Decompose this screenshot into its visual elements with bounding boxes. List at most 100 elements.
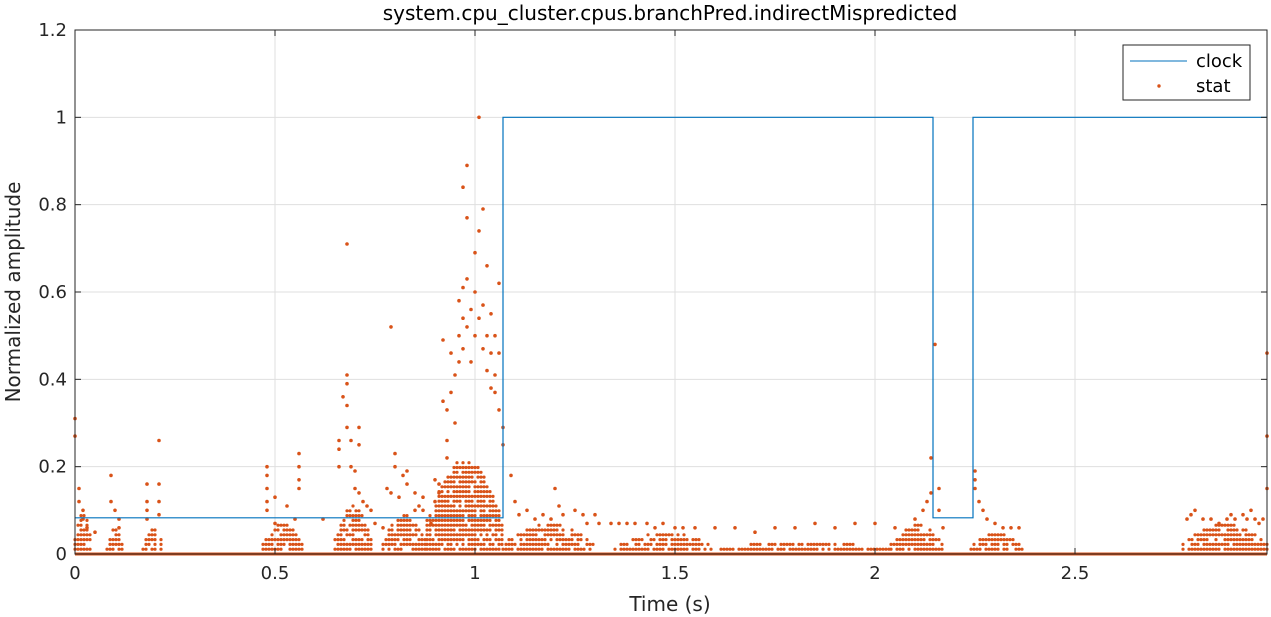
- stat-point: [555, 533, 559, 537]
- stat-point: [264, 538, 268, 542]
- stat-point: [1211, 542, 1215, 547]
- stat-point: [916, 523, 920, 527]
- stat-point: [1193, 542, 1197, 547]
- stat-point: [345, 509, 349, 513]
- stat-point: [342, 542, 346, 547]
- stat-point: [431, 518, 435, 523]
- stat-point: [414, 523, 418, 527]
- stat-point: [540, 547, 544, 551]
- stat-point: [445, 408, 449, 412]
- stat-point: [477, 316, 481, 321]
- stat-point: [437, 499, 441, 503]
- stat-point: [285, 538, 289, 542]
- stat-point: [150, 528, 154, 532]
- stat-point: [1232, 523, 1236, 527]
- stat-point: [76, 523, 80, 527]
- stat-point: [117, 526, 121, 530]
- stat-point: [1187, 538, 1191, 542]
- stat-point: [446, 480, 450, 484]
- stat-point: [546, 528, 550, 532]
- stat-point: [390, 533, 394, 537]
- stat-point: [921, 508, 925, 513]
- stat-point: [446, 499, 450, 503]
- grid-lines: [74, 29, 1267, 555]
- stat-point: [525, 528, 529, 532]
- stat-point: [570, 533, 574, 537]
- stat-point: [1235, 533, 1239, 537]
- stat-point: [488, 538, 492, 542]
- stat-point: [1208, 547, 1212, 551]
- stat-point: [1196, 547, 1200, 551]
- stat-point: [150, 547, 154, 551]
- stat-point: [546, 523, 550, 527]
- stat-point: [82, 514, 86, 518]
- stat-point: [513, 542, 517, 547]
- stat-point: [351, 514, 355, 518]
- stat-point: [1217, 528, 1221, 532]
- stat-point: [904, 542, 908, 547]
- stat-point: [440, 494, 444, 498]
- stat-point: [153, 542, 157, 547]
- stat-point: [1235, 528, 1239, 532]
- stat-point: [384, 538, 388, 542]
- stat-point: [261, 542, 265, 547]
- stat-point: [500, 528, 504, 532]
- stat-point: [773, 542, 777, 547]
- stat-point: [1196, 533, 1200, 537]
- stat-point: [1253, 547, 1257, 551]
- stat-point: [467, 475, 471, 479]
- stat-point: [417, 528, 421, 532]
- stat-point: [549, 517, 553, 521]
- stat-point: [813, 521, 817, 526]
- x-tick-label: 1.5: [661, 563, 690, 584]
- stat-point: [434, 533, 438, 537]
- stat-point: [528, 538, 532, 542]
- stat-point: [437, 482, 441, 486]
- stat-point: [467, 542, 471, 547]
- stat-point: [282, 523, 286, 527]
- stat-point: [476, 518, 480, 523]
- stat-point: [402, 533, 406, 537]
- stat-point: [931, 547, 935, 551]
- stat-point: [449, 528, 453, 532]
- stat-point: [779, 547, 783, 551]
- stat-point: [476, 528, 480, 532]
- stat-point: [467, 490, 471, 494]
- stat-point: [428, 538, 432, 542]
- stat-point: [973, 478, 977, 482]
- stat-point: [1220, 542, 1224, 547]
- stat-point: [473, 333, 477, 338]
- stat-point: [531, 533, 535, 537]
- stat-point: [470, 509, 474, 513]
- stat-point: [937, 547, 941, 551]
- stat-point: [282, 528, 286, 532]
- stat-point: [555, 528, 559, 532]
- stat-point: [543, 528, 547, 532]
- stat-point: [360, 538, 364, 542]
- stat-point: [1245, 517, 1249, 521]
- stat-point: [1190, 547, 1194, 551]
- stat-point: [443, 504, 447, 508]
- stat-point: [491, 514, 495, 518]
- stat-point: [851, 542, 855, 547]
- stat-point: [504, 542, 508, 547]
- stat-point: [270, 542, 274, 547]
- stat-point: [1235, 547, 1239, 551]
- stat-point: [467, 485, 471, 489]
- stat-point: [919, 523, 923, 527]
- stat-point: [661, 533, 665, 537]
- stat-point: [709, 547, 713, 551]
- stat-point: [461, 518, 465, 523]
- stat-point: [842, 547, 846, 551]
- stat-point: [449, 480, 453, 484]
- stat-point: [934, 547, 938, 551]
- stat-point: [455, 465, 459, 470]
- stat-point: [931, 538, 935, 542]
- stat-point: [479, 475, 483, 479]
- stat-point: [425, 533, 429, 537]
- stat-point: [984, 538, 988, 542]
- stat-point: [501, 547, 505, 551]
- stat-point: [457, 298, 461, 303]
- stat-point: [117, 538, 121, 542]
